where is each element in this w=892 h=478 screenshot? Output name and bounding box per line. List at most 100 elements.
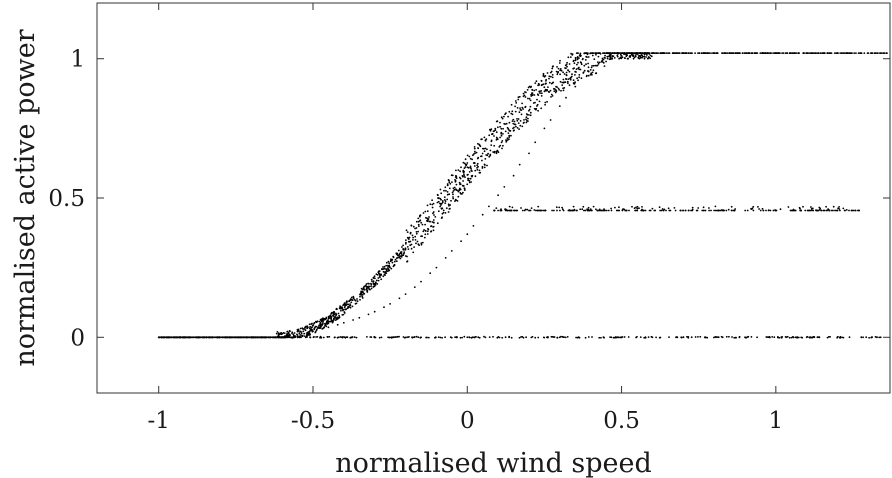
data-point — [503, 186, 506, 188]
data-point — [567, 69, 569, 71]
data-point — [351, 299, 354, 302]
data-point — [387, 336, 389, 339]
data-point — [455, 169, 457, 172]
data-point — [504, 113, 506, 116]
data-point — [521, 209, 524, 212]
data-point — [633, 56, 636, 59]
data-point — [370, 287, 373, 290]
data-point — [572, 205, 575, 208]
data-point — [537, 336, 540, 339]
data-point — [524, 96, 527, 98]
data-point — [777, 336, 779, 338]
data-point — [504, 130, 507, 133]
data-point — [548, 81, 551, 84]
data-point — [558, 62, 561, 64]
data-point — [600, 209, 602, 212]
data-point — [482, 147, 484, 150]
data-point — [410, 243, 413, 246]
data-point — [631, 52, 634, 54]
data-point — [857, 209, 859, 212]
data-point — [591, 52, 593, 54]
data-point — [431, 199, 433, 202]
data-point — [398, 256, 401, 259]
data-point — [276, 331, 279, 333]
data-point — [722, 209, 725, 212]
data-point — [557, 71, 559, 74]
data-point — [725, 52, 727, 54]
data-point — [437, 197, 439, 199]
data-point — [836, 52, 839, 54]
data-point — [481, 138, 483, 141]
data-point — [484, 336, 487, 339]
data-point — [256, 336, 259, 339]
data-point — [566, 80, 569, 83]
data-point — [441, 201, 444, 204]
data-point — [661, 208, 664, 210]
data-point — [550, 70, 553, 73]
data-point — [401, 246, 403, 248]
data-point — [497, 126, 499, 129]
data-point — [477, 142, 479, 145]
data-point — [405, 336, 407, 339]
data-point — [611, 55, 614, 57]
data-point — [531, 88, 534, 91]
data-point — [810, 207, 813, 210]
data-point — [181, 336, 184, 339]
data-point — [579, 68, 582, 71]
data-point — [440, 192, 443, 195]
data-point — [220, 336, 223, 339]
data-point — [501, 336, 504, 339]
data-point — [567, 78, 570, 80]
data-point — [514, 105, 516, 108]
data-point — [474, 150, 476, 153]
data-point — [492, 335, 494, 338]
data-point — [313, 328, 316, 331]
data-point — [407, 248, 410, 251]
data-point — [564, 67, 566, 69]
data-point — [569, 78, 572, 81]
data-point — [199, 336, 202, 339]
data-point — [345, 336, 348, 338]
data-point — [452, 197, 455, 200]
data-point — [678, 52, 680, 54]
data-point — [636, 209, 639, 212]
data-point — [808, 336, 811, 339]
data-point — [556, 209, 558, 212]
data-point — [302, 330, 305, 333]
data-point — [644, 336, 647, 338]
data-point — [592, 69, 595, 72]
data-point — [587, 336, 590, 338]
data-point — [203, 336, 206, 339]
data-point — [380, 336, 383, 339]
data-point — [531, 335, 534, 338]
data-point — [605, 60, 607, 63]
data-point — [758, 208, 760, 210]
data-point — [322, 320, 324, 322]
data-point — [805, 52, 807, 54]
data-point — [636, 205, 639, 208]
data-point — [512, 129, 515, 132]
data-point — [486, 164, 488, 167]
data-point — [314, 330, 317, 333]
data-point — [358, 316, 361, 319]
x-tick-label: 0 — [460, 408, 475, 434]
data-point — [316, 336, 319, 338]
data-point — [448, 204, 450, 207]
data-point — [535, 89, 537, 91]
data-point — [216, 336, 219, 339]
data-point — [556, 66, 558, 68]
data-point — [286, 330, 289, 333]
data-point — [385, 269, 388, 272]
data-point — [405, 239, 407, 242]
data-point — [519, 107, 521, 109]
y-tick-label: 0.5 — [48, 186, 85, 212]
data-point — [575, 68, 578, 70]
data-point — [612, 52, 614, 54]
data-point — [562, 78, 565, 81]
data-point — [749, 52, 751, 54]
data-point — [369, 336, 372, 338]
data-point — [572, 82, 575, 84]
data-point — [510, 103, 513, 106]
data-point — [655, 52, 658, 54]
x-axis-label: normalised wind speed — [335, 448, 652, 478]
